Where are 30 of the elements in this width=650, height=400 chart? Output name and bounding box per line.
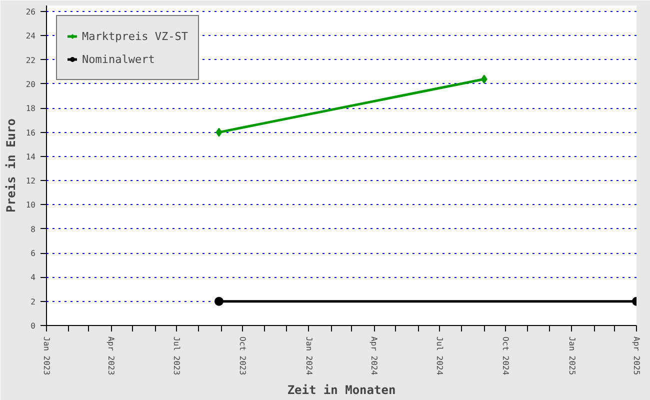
point <box>216 128 222 137</box>
y-tick-label: 20 <box>26 80 36 89</box>
y-tick-label: 22 <box>26 56 36 65</box>
y-tick-label: 8 <box>30 224 36 234</box>
legend-label: Marktpreis VZ-ST <box>82 30 188 42</box>
x-tick-label: Oct 2024 <box>501 336 510 376</box>
y-tick-label: 12 <box>26 176 36 186</box>
x-tick-label: Jan 2024 <box>304 336 314 376</box>
x-tick-label: Jan 2025 <box>567 336 576 376</box>
y-tick-label: 0 <box>30 322 36 330</box>
x-tick-label: Apr 2025 <box>632 336 641 376</box>
y-tick-label: 4 <box>30 273 36 282</box>
y-tick-label: 18 <box>26 104 36 114</box>
x-tick-label: Jul 2023 <box>172 336 182 376</box>
y-tick-label: 10 <box>26 200 36 210</box>
y-tick-label: 6 <box>30 249 36 258</box>
x-tick-label: Oct 2023 <box>238 336 248 376</box>
x-axis-title: Zeit in Monaten <box>287 383 396 398</box>
x-tick-label: Jul 2024 <box>435 336 444 376</box>
point <box>480 74 488 84</box>
x-tick-label: Apr 2024 <box>370 336 379 376</box>
x-tick-label: Apr 2023 <box>106 336 116 376</box>
y-tick-label: 2 <box>30 297 36 306</box>
y-tick-label: 24 <box>26 32 36 41</box>
y-axis-title: Preis in Euro <box>4 118 18 212</box>
y-tick-label: 26 <box>26 8 36 17</box>
x-tick-label: Jan 2023 <box>42 336 51 376</box>
y-tick-label: 16 <box>26 128 36 138</box>
legend-label: Nominalwert <box>82 52 155 66</box>
y-tick-label: 14 <box>26 152 36 162</box>
